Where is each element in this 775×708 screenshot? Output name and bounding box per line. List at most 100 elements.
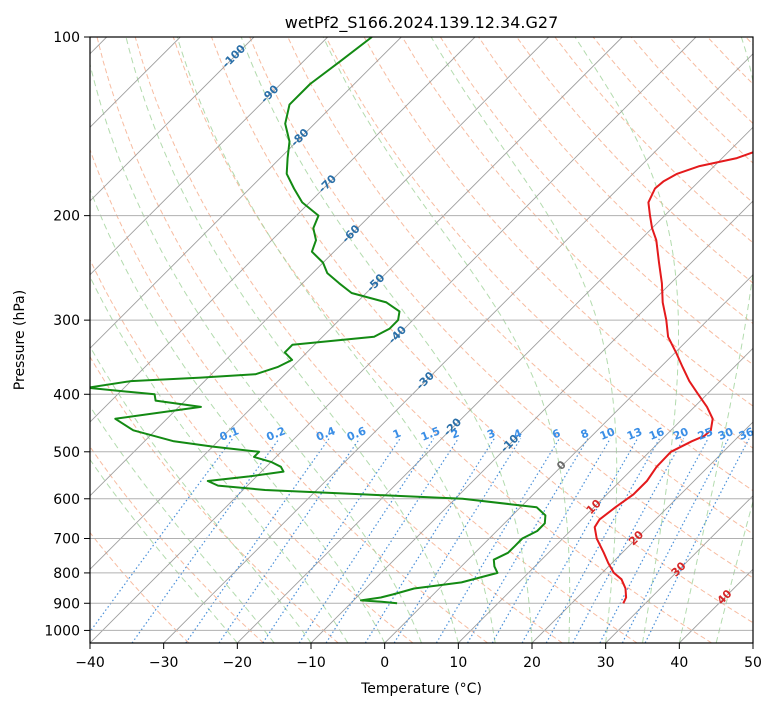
- dry-adiabat: [211, 37, 753, 624]
- dry-adiabat: [249, 37, 753, 579]
- moist-adiabat: [90, 458, 238, 643]
- mixing-ratio-label: 20: [671, 425, 690, 443]
- y-tick-label: 700: [53, 532, 80, 548]
- x-tick-label: 50: [744, 655, 762, 671]
- x-axis: −40 −30 −20 −10 0 10 20 30 40 50: [75, 643, 762, 671]
- y-tick-label: 500: [53, 445, 80, 461]
- dry-adiabat: [401, 37, 753, 407]
- moist-adiabat: [715, 499, 753, 643]
- mixing-ratio-label: 0.2: [265, 424, 288, 443]
- isotherm-line: [236, 126, 753, 643]
- dry-adiabat: [516, 37, 753, 284]
- isopleth-labels: -100-90-80-70-60-50-40-30-20-10010203040…: [218, 42, 756, 607]
- mixing-ratio-line: [435, 438, 560, 643]
- moist-adiabat: [430, 37, 618, 643]
- moist-adiabat: [678, 37, 753, 643]
- y-axis: 100 200 300 400 500 600 700 800 900 1000: [44, 30, 90, 639]
- mixing-ratio-label: 13: [625, 425, 644, 443]
- dry-adiabat: [669, 37, 753, 125]
- y-tick-label: 400: [53, 387, 80, 403]
- mixing-ratio-label: 8: [579, 427, 591, 442]
- dry-adiabat: [90, 148, 488, 643]
- mixing-ratio-line: [521, 438, 639, 643]
- dry-adiabat: [325, 37, 753, 492]
- y-tick-label: 1000: [44, 623, 80, 639]
- mixing-ratio-line: [466, 438, 589, 643]
- isotherm-label: -70: [316, 172, 339, 195]
- isotherm-line: [90, 37, 623, 570]
- dry-adiabat: [478, 37, 753, 325]
- moist-adiabat: [322, 37, 571, 643]
- mixing-ratio-label: 30: [716, 425, 735, 443]
- isotherm-line: [678, 568, 753, 643]
- moist-adiabat: [90, 405, 275, 643]
- isotherm-line: [531, 421, 753, 643]
- isotherm-label: 10: [584, 497, 604, 517]
- x-tick-label: −10: [296, 655, 326, 671]
- moist-adiabat: [90, 188, 386, 643]
- temperature-profile: [593, 151, 753, 604]
- mixing-ratio-line: [218, 438, 361, 643]
- moist-adiabat: [90, 62, 422, 643]
- mixing-ratio-label: 0.6: [345, 424, 368, 443]
- dry-adiabat: [96, 37, 563, 643]
- mixing-ratio-line: [262, 438, 401, 643]
- dewpoint-profile: [90, 37, 547, 605]
- mixing-ratio-line: [325, 438, 459, 643]
- moist-adiabat: [90, 275, 349, 643]
- y-tick-label: 600: [53, 492, 80, 508]
- mixing-ratio-line: [393, 438, 522, 643]
- y-tick-label: 200: [53, 209, 80, 225]
- plot-frame: [89, 36, 754, 644]
- x-tick-label: −40: [75, 655, 105, 671]
- dry-adiabat: [363, 37, 753, 449]
- mixing-ratio-line: [131, 438, 280, 643]
- mixing-ratio-line: [621, 438, 730, 643]
- x-tick-label: 0: [380, 655, 389, 671]
- isotherm-label: -40: [386, 323, 409, 346]
- y-tick-label: 800: [53, 566, 80, 582]
- isotherm-line: [90, 37, 476, 423]
- isotherm-label: -100: [220, 42, 249, 71]
- dry-adiabat: [554, 37, 753, 244]
- pressure-grid: [90, 37, 753, 631]
- x-axis-title: Temperature (°C): [360, 681, 482, 697]
- mixing-ratio-label: 16: [647, 425, 666, 443]
- x-tick-label: 40: [670, 655, 688, 671]
- mixing-ratio-label: 1: [391, 427, 403, 442]
- dry-adiabat: [90, 531, 190, 643]
- moist-adiabat: [90, 345, 312, 643]
- isotherm-line: [163, 53, 753, 643]
- dry-adiabat: [592, 37, 753, 204]
- isotherm-line: [457, 347, 753, 643]
- sounding-profiles: [90, 37, 753, 605]
- mixing-ratio-label: 10: [598, 425, 617, 443]
- isotherm-line: [384, 274, 753, 643]
- isotherm-line: [90, 37, 402, 349]
- y-tick-label: 900: [53, 596, 80, 612]
- mixing-ratio-line: [298, 438, 435, 643]
- isotherm-line: [90, 37, 697, 643]
- dry-adiabat: [172, 37, 712, 643]
- mixing-ratio-line: [90, 438, 234, 633]
- background-lines: [90, 37, 753, 643]
- mixing-ratio-line: [364, 438, 495, 643]
- isotherm-label: 0: [554, 458, 569, 473]
- mixing-ratio-line: [185, 438, 330, 643]
- moist-adiabat: [574, 37, 679, 643]
- isotherm-line: [752, 642, 753, 643]
- isotherm-label: -30: [414, 369, 437, 392]
- isotherm-label: -60: [339, 222, 362, 245]
- mixing-ratio-label: 36: [737, 425, 756, 443]
- mixing-ratio-label: 1.5: [419, 424, 442, 443]
- y-tick-label: 300: [53, 313, 80, 329]
- moist-adiabat: [125, 37, 459, 643]
- isotherm-label: -90: [258, 82, 281, 105]
- dry-adiabat: [90, 445, 264, 643]
- x-tick-label: 10: [449, 655, 467, 671]
- dry-adiabat: [745, 37, 753, 46]
- mixing-ratio-label: 25: [696, 425, 715, 443]
- isotherm-label: 30: [669, 559, 689, 579]
- mixing-ratio-label: 3: [485, 427, 497, 442]
